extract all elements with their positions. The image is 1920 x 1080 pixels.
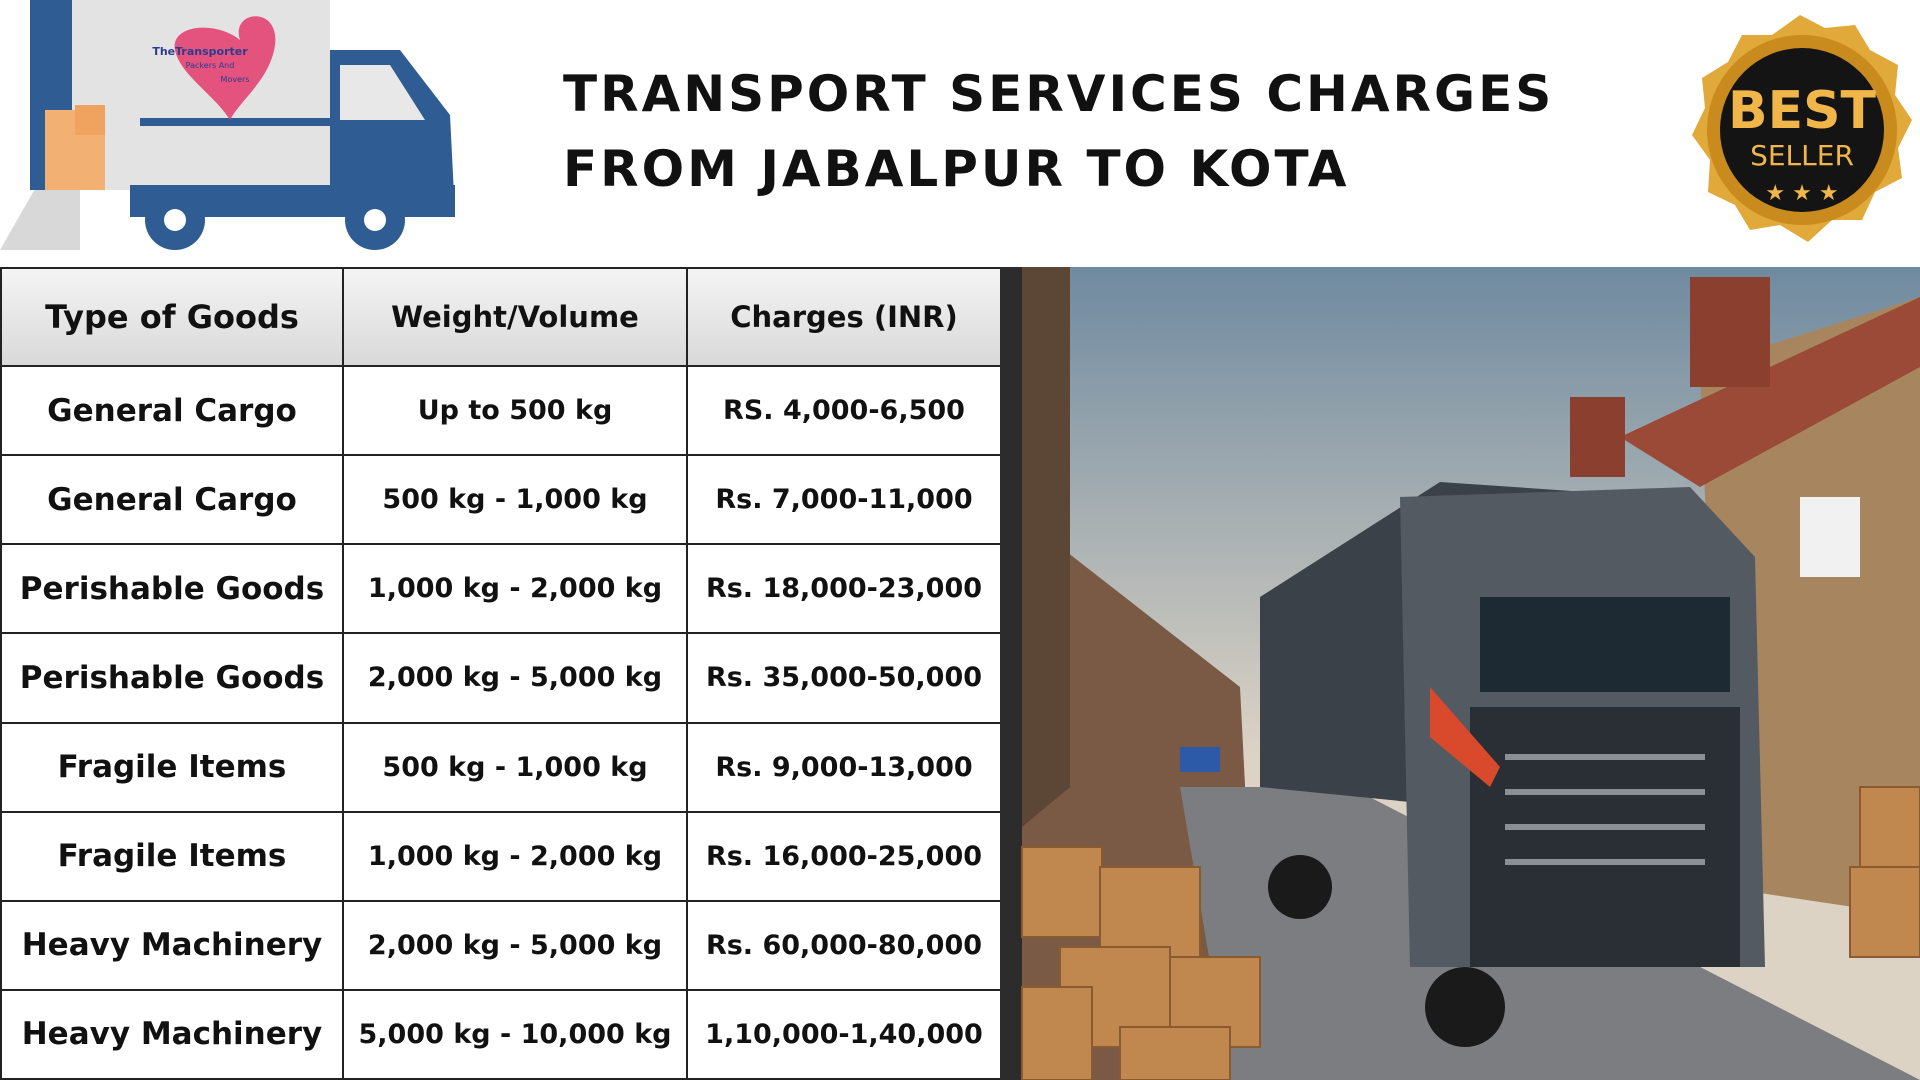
table-cell: General Cargo: [0, 364, 344, 457]
table-cell: Perishable Goods: [0, 632, 344, 724]
table-cell: Heavy Machinery: [0, 988, 344, 1080]
table-cell: Fragile Items: [0, 810, 344, 902]
table-cell: Perishable Goods: [0, 543, 344, 635]
table-cell: Rs. 7,000-11,000: [686, 454, 1002, 546]
table-row: Perishable Goods 1,000 kg - 2,000 kg Rs. 1…: [0, 543, 1002, 635]
logo: TheTransporter Packers And Movers: [0, 0, 455, 250]
table-cell: General Cargo: [0, 454, 344, 546]
table-row: Fragile Items 1,000 kg - 2,000 kg Rs. 16,0…: [0, 810, 1002, 902]
charges-table: Type of Goods Weight/Volume Charges (INR…: [0, 267, 1002, 1080]
table-row: General Cargo 500 kg - 1,000 kg Rs. 7,000-…: [0, 454, 1002, 546]
column-header: Weight/Volume: [342, 267, 688, 367]
table-cell: Rs. 35,000-50,000: [686, 632, 1002, 724]
column-header: Type of Goods: [0, 267, 344, 367]
table-cell: 1,10,000-1,40,000: [686, 988, 1002, 1080]
table-cell: Rs. 18,000-23,000: [686, 543, 1002, 635]
table-row: General Cargo Up to 500 kg RS. 4,000-6,500: [0, 364, 1002, 457]
title-line: TRANSPORT SERVICES CHARGES: [563, 65, 1555, 123]
table-row: Heavy Machinery 5,000 kg - 10,000 kg 1,10,…: [0, 988, 1002, 1080]
title-line: FROM JABALPUR TO KOTA: [563, 140, 1350, 198]
table-row: Heavy Machinery 2,000 kg - 5,000 kg Rs. 60…: [0, 899, 1002, 991]
table-row: Perishable Goods 2,000 kg - 5,000 kg Rs. 3…: [0, 632, 1002, 724]
header-row: Type of Goods Weight/Volume Charges (INR…: [0, 267, 1002, 367]
svg-text:★ ★ ★: ★ ★ ★: [1765, 181, 1838, 206]
table-cell: 1,000 kg - 2,000 kg: [342, 810, 688, 902]
table-cell: 500 kg - 1,000 kg: [342, 454, 688, 546]
table-cell: 1,000 kg - 2,000 kg: [342, 543, 688, 635]
table-cell: RS. 4,000-6,500: [686, 364, 1002, 457]
table-cell: Rs. 60,000-80,000: [686, 899, 1002, 991]
table-cell: Heavy Machinery: [0, 899, 344, 991]
table-cell: Rs. 9,000-13,000: [686, 721, 1002, 813]
logo-text: TheTransporter: [152, 45, 248, 58]
table-cell: 5,000 kg - 10,000 kg: [342, 988, 688, 1080]
badge-text: SELLER: [1750, 139, 1854, 172]
table-cell: Rs. 16,000-25,000: [686, 810, 1002, 902]
table-row: Fragile Items 500 kg - 1,000 kg Rs. 9,000-…: [0, 721, 1002, 813]
table-cell: 2,000 kg - 5,000 kg: [342, 899, 688, 991]
table-cell: Up to 500 kg: [342, 364, 688, 457]
table-cell: 2,000 kg - 5,000 kg: [342, 632, 688, 724]
logo-text: Movers: [221, 75, 250, 84]
table-cell: 500 kg - 1,000 kg: [342, 721, 688, 813]
truck-photo: [1000, 267, 1920, 1080]
badge-text: BEST: [1728, 81, 1877, 141]
column-header: Charges (INR): [686, 267, 1002, 367]
logo-text: Packers And: [186, 61, 235, 70]
table-cell: Fragile Items: [0, 721, 344, 813]
badge: BEST SELLER ★ ★ ★: [1692, 15, 1912, 242]
